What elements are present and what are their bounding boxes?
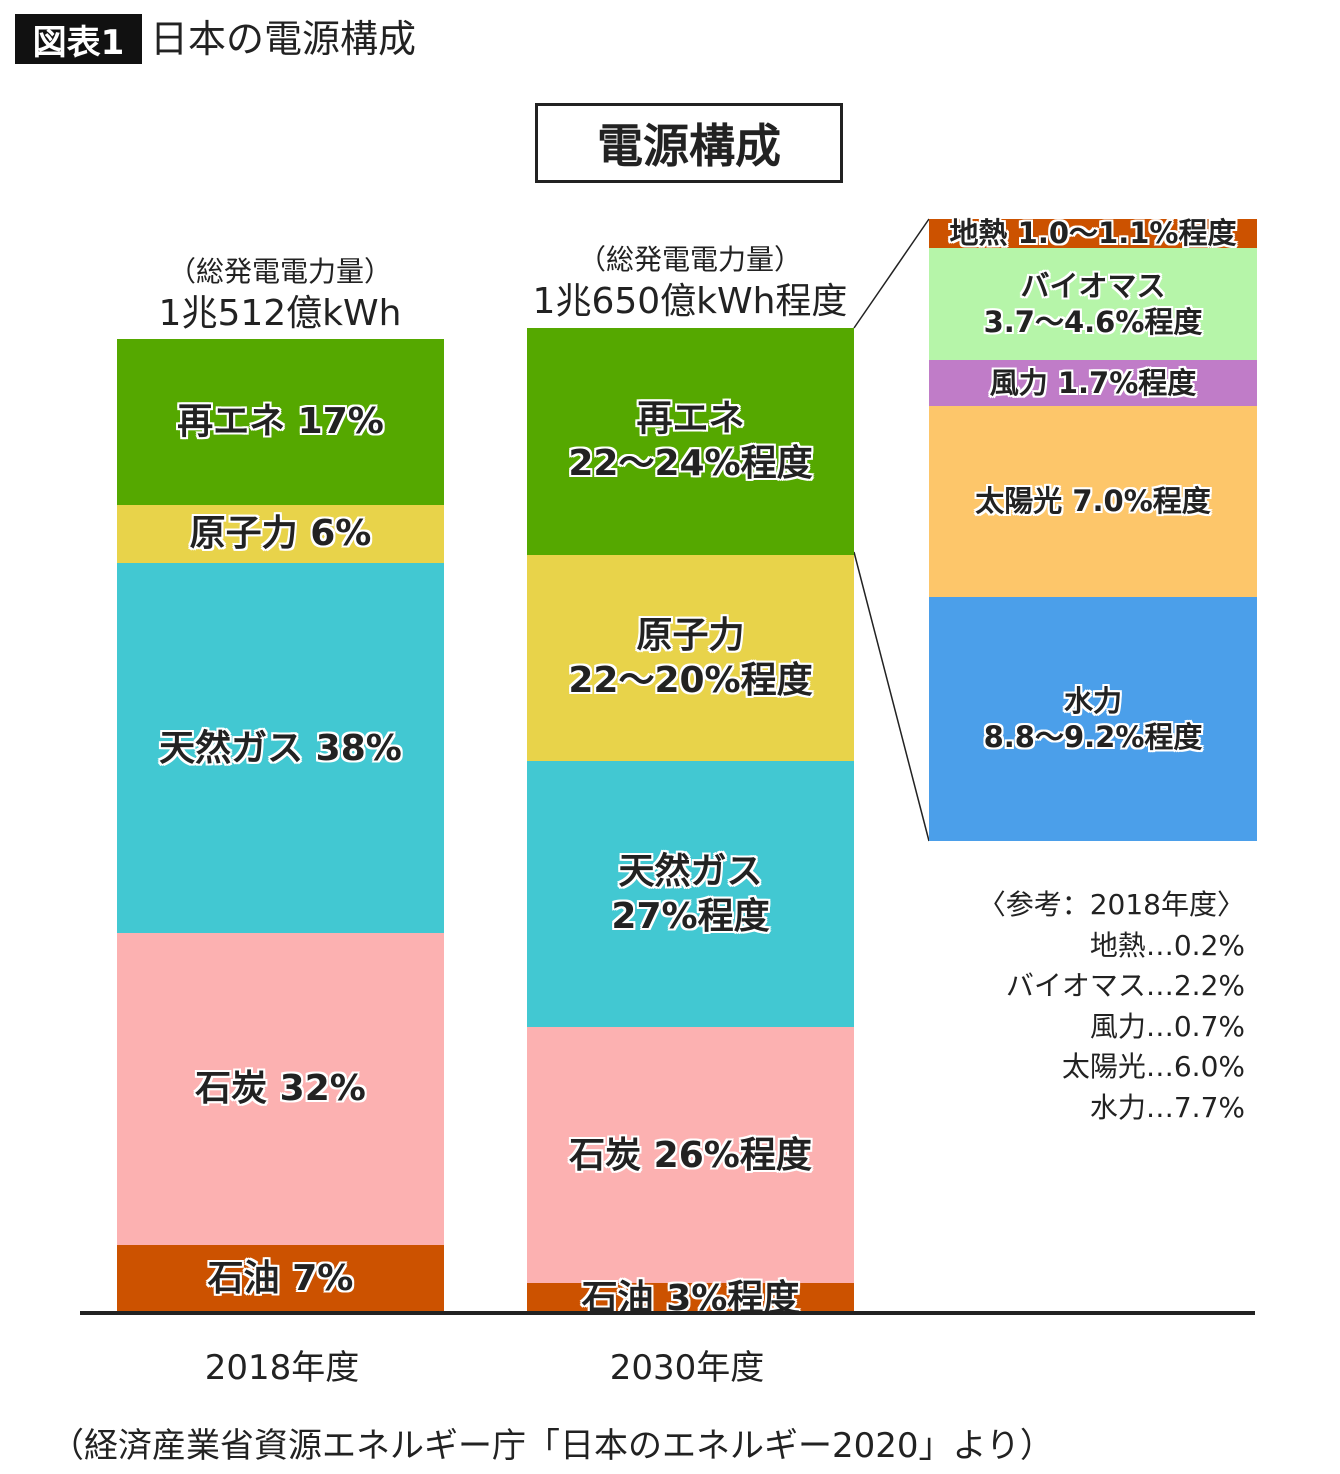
bar-2018-segment-label: 再エネ 17% — [177, 401, 384, 443]
reference-note: 〈参考：2018年度〉 地熱…0.2% バイオマス…2.2% 風力…0.7% 太… — [978, 885, 1245, 1128]
total-label-2018: （総発電電力量） — [167, 255, 392, 288]
breakdown-segment: 水力 8.8～9.2%程度 — [929, 596, 1257, 841]
bar-2030-segment-label: 石炭 26%程度 — [569, 1134, 812, 1176]
breakdown-segment: 地熱 1.0～1.1%程度 — [929, 216, 1257, 250]
breakdown-segment-label: 地熱 1.0～1.1%程度 — [949, 216, 1237, 251]
source-note: （経済産業省資源エネルギー庁「日本のエネルギー2020」より） — [50, 1426, 1054, 1466]
breakdown-segment: バイオマス 3.7～4.6%程度 — [929, 247, 1257, 361]
reference-title: 〈参考：2018年度〉 — [977, 888, 1245, 921]
x-tick-2018: 2018年度 — [204, 1348, 360, 1388]
bar-2030-segment: 再エネ 22～24%程度 — [527, 328, 854, 555]
total-value-2030: 1兆650億kWh程度 — [532, 281, 848, 322]
bar-2018-segment: 天然ガス 38% — [117, 563, 444, 934]
total-value-2018: 1兆512億kWh — [158, 293, 402, 334]
bar-2018-segment: 原子力 6% — [117, 504, 444, 564]
reference-item: 地熱…0.2% — [1089, 928, 1245, 962]
bar-2018-segment-label: 石炭 32% — [195, 1068, 366, 1110]
figure-title: 日本の電源構成 — [150, 17, 417, 61]
bar-2030-segment-label: 天然ガス 27%程度 — [611, 851, 770, 938]
breakdown-segment-label: 風力 1.7%程度 — [989, 366, 1197, 401]
bar-2030-segment-label: 再エネ 22～24%程度 — [568, 398, 813, 485]
bar-2018-segment: 再エネ 17% — [117, 339, 444, 505]
breakdown-segment-label: 水力 8.8～9.2%程度 — [983, 683, 1203, 754]
bar-2018-segment: 石炭 32% — [117, 933, 444, 1245]
bar-2030-segment-label: 原子力 22～20%程度 — [568, 614, 813, 701]
bar-2018-segment-label: 天然ガス 38% — [159, 727, 402, 769]
bar-2030-segment: 天然ガス 27%程度 — [527, 761, 854, 1028]
chart-title: 電源構成 — [535, 103, 843, 183]
reference-item: バイオマス…2.2% — [1005, 969, 1245, 1002]
total-label-2030: （総発電電力量） — [577, 243, 802, 276]
breakdown-segment: 風力 1.7%程度 — [929, 360, 1257, 407]
reference-item: 風力…0.7% — [1089, 1009, 1245, 1043]
bar-2030-segment: 原子力 22～20%程度 — [527, 554, 854, 762]
connector-top — [853, 218, 930, 329]
x-tick-2030: 2030年度 — [609, 1348, 765, 1388]
baseline — [80, 1311, 1255, 1315]
bar-2018-segment-label: 石油 7% — [207, 1258, 354, 1300]
reference-item: 水力…7.7% — [1089, 1090, 1245, 1124]
bar-2018-segment-label: 原子力 6% — [189, 513, 372, 555]
breakdown-segment-label: バイオマス 3.7～4.6%程度 — [983, 268, 1203, 339]
breakdown-segment: 太陽光 7.0%程度 — [929, 406, 1257, 597]
breakdown-segment-label: 太陽光 7.0%程度 — [975, 484, 1211, 519]
bar-2018-segment: 石油 7% — [117, 1244, 444, 1313]
figure-tag: 図表1 — [15, 14, 142, 64]
bar-2030-segment: 石油 3%程度 — [527, 1278, 854, 1319]
connector-bottom — [853, 551, 930, 842]
reference-item: 太陽光…6.0% — [1061, 1050, 1245, 1083]
bar-2030-segment: 石炭 26%程度 — [527, 1027, 854, 1284]
